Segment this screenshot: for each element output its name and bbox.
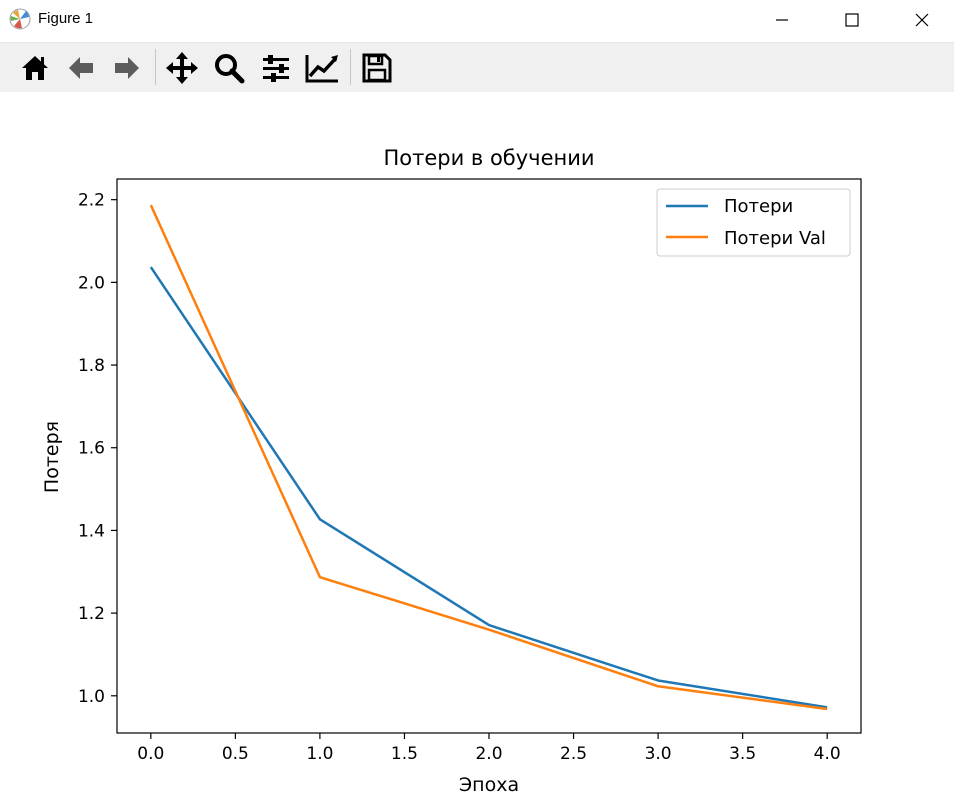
configure-subplots-button[interactable] <box>257 49 295 87</box>
series-line-val-loss <box>149 204 828 711</box>
maximize-button[interactable] <box>829 0 875 40</box>
x-tick-label: 3.0 <box>645 744 672 764</box>
y-tick-label: 1.6 <box>78 439 105 459</box>
series-line-loss <box>149 266 828 709</box>
window-title: Figure 1 <box>38 10 94 27</box>
toolbar-separator <box>350 49 351 85</box>
legend-label-loss: Потери <box>724 196 793 217</box>
x-tick-label: 2.5 <box>560 744 587 764</box>
y-tick-label: 1.8 <box>78 356 105 376</box>
edit-axis-button[interactable] <box>303 49 341 87</box>
window-titlebar: Figure 1 <box>0 0 954 40</box>
y-tick-label: 1.2 <box>78 604 105 624</box>
edit-axis-icon <box>305 55 338 83</box>
legend: Потери Потери Val <box>656 188 851 257</box>
legend-label-val-loss: Потери Val <box>724 228 826 249</box>
matplotlib-logo-icon <box>9 8 31 30</box>
back-button[interactable] <box>62 49 100 87</box>
home-icon <box>22 56 48 80</box>
x-tick-label: 1.0 <box>306 744 333 764</box>
minimize-icon <box>776 19 788 21</box>
toolbar-separator <box>155 49 156 85</box>
close-icon <box>915 13 929 27</box>
close-button[interactable] <box>899 0 945 40</box>
save-button[interactable] <box>358 49 396 87</box>
minimize-button[interactable] <box>759 0 805 40</box>
y-tick-label: 1.0 <box>78 687 105 707</box>
home-button[interactable] <box>16 49 54 87</box>
x-axis-label: Эпоха <box>459 774 519 796</box>
navigation-toolbar <box>0 42 954 93</box>
configure-subplots-icon <box>263 55 289 82</box>
x-tick-label: 4.0 <box>814 744 841 764</box>
line-chart: Потери в обучении 0.0 0.5 1.0 1.5 2.0 2.5 3.0 3… <box>41 146 862 796</box>
forward-arrow-icon <box>115 57 139 79</box>
forward-button[interactable] <box>108 49 146 87</box>
figure-canvas[interactable]: Потери в обучении 0.0 0.5 1.0 1.5 2.0 2.5 3.0 3… <box>0 92 954 807</box>
x-tick-label: 3.5 <box>729 744 756 764</box>
pan-icon <box>166 52 198 84</box>
pan-button[interactable] <box>163 49 201 87</box>
y-tick-label: 2.0 <box>78 273 105 293</box>
zoom-button[interactable] <box>210 49 248 87</box>
x-tick-label: 2.0 <box>475 744 502 764</box>
x-tick-label: 1.5 <box>391 744 418 764</box>
x-tick-label: 0.0 <box>137 744 164 764</box>
y-tick-label: 1.4 <box>78 521 105 541</box>
save-icon <box>362 53 392 83</box>
chart-title: Потери в обучении <box>383 146 594 170</box>
zoom-icon <box>215 54 245 84</box>
y-tick-label: 2.2 <box>78 191 105 211</box>
x-tick-label: 0.5 <box>222 744 249 764</box>
plot-area <box>116 178 862 734</box>
back-arrow-icon <box>69 57 93 79</box>
y-axis-label: Потеря <box>41 421 63 493</box>
maximize-icon <box>845 13 859 27</box>
